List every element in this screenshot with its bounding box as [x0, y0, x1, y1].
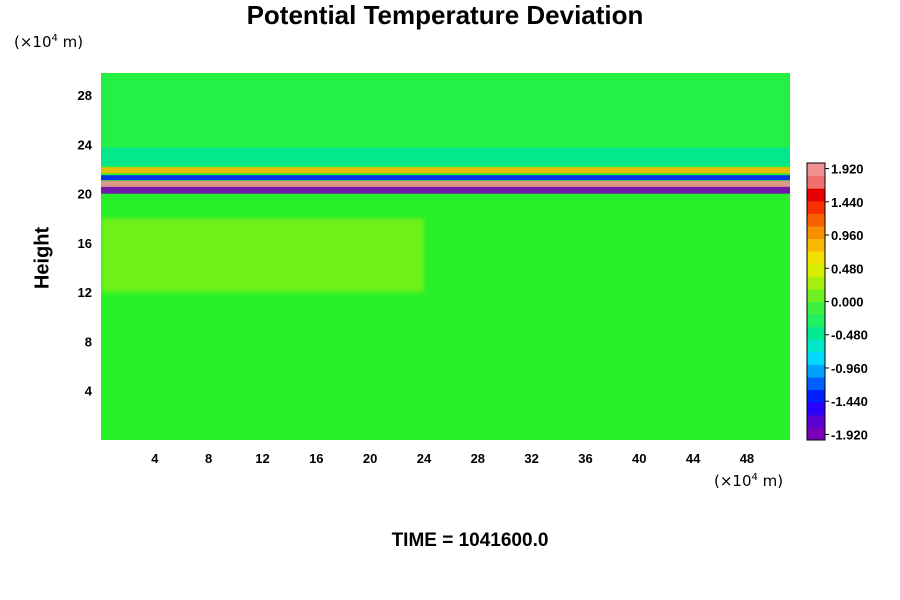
colorbar-swatch	[807, 377, 825, 391]
colorbar-swatch	[807, 200, 825, 214]
colorbar-swatch	[807, 213, 825, 227]
colorbar-tick-label: 0.000	[831, 295, 864, 310]
colorbar-swatch	[807, 402, 825, 416]
y-tick-label: 12	[78, 285, 92, 300]
heatmap-field	[101, 73, 790, 440]
x-tick-label: 36	[578, 451, 592, 466]
y-tick-label: 28	[78, 88, 92, 103]
colorbar-swatch	[807, 314, 825, 328]
colorbar-tick-label: -1.440	[831, 394, 868, 409]
y-tick-label: 8	[85, 334, 92, 349]
y-axis-unit: (×104 m)	[14, 33, 83, 51]
colorbar-swatch	[807, 163, 825, 177]
colorbar-swatch	[807, 414, 825, 428]
heatmap-band	[101, 186, 790, 194]
heatmap-band	[101, 180, 790, 187]
y-tick-label: 20	[78, 187, 92, 202]
colorbar-swatch	[807, 276, 825, 290]
heatmap-band	[101, 175, 790, 181]
colorbar-swatch	[807, 326, 825, 340]
x-axis-unit-prefix: (×10	[714, 472, 752, 490]
x-tick-label: 4	[151, 451, 159, 466]
x-axis-ticks: 4 8 12 16 20 24 28 32 36 40 44 48	[151, 451, 754, 466]
y-axis-unit-exponent: 4	[51, 33, 58, 44]
y-axis-unit-suffix: m)	[57, 33, 84, 51]
heatmap-band	[101, 167, 790, 174]
x-tick-label: 8	[205, 451, 212, 466]
y-tick-label: 24	[78, 137, 93, 152]
colorbar-swatch	[807, 263, 825, 277]
x-axis-unit-exponent: 4	[751, 472, 758, 483]
chart-title: Potential Temperature Deviation	[246, 0, 644, 30]
colorbar-tick-label: 1.440	[831, 195, 864, 210]
x-tick-label: 40	[632, 451, 646, 466]
colorbar-tick-label: 1.920	[831, 162, 864, 177]
x-axis-unit: (×104 m)	[714, 472, 783, 490]
time-label: TIME = 1041600.0	[391, 530, 549, 551]
colorbar-swatch	[807, 188, 825, 202]
colorbar-swatch	[807, 339, 825, 353]
colorbar-swatch	[807, 175, 825, 189]
colorbar-tick-label: -0.960	[831, 361, 868, 376]
y-tick-label: 4	[85, 384, 93, 399]
x-tick-label: 24	[417, 451, 432, 466]
x-tick-label: 12	[255, 451, 269, 466]
colorbar-swatch	[807, 225, 825, 240]
x-tick-label: 44	[686, 451, 701, 466]
x-tick-label: 16	[309, 451, 323, 466]
colorbar-swatch	[807, 389, 825, 403]
y-axis-unit-prefix: (×10	[14, 33, 52, 51]
x-tick-label: 28	[471, 451, 485, 466]
colorbar-swatch	[807, 364, 825, 378]
colorbar: 1.920 1.440 0.960 0.480 0.000 -0.480 -0.960 -1.…	[806, 162, 868, 442]
x-axis-unit-suffix: m)	[757, 472, 784, 490]
heatmap-band	[101, 147, 790, 166]
colorbar-tick-label: -0.480	[831, 328, 868, 343]
colorbar-tick-label: 0.480	[831, 261, 864, 276]
x-tick-label: 20	[363, 451, 377, 466]
colorbar-swatch	[807, 288, 825, 302]
colorbar-tick-label: 0.960	[831, 228, 864, 243]
colorbar-swatch	[807, 427, 825, 441]
colorbar-swatch	[807, 351, 825, 365]
colorbar-tick-label: -1.920	[831, 427, 868, 442]
y-axis-ticks: 4 8 12 16 20 24 28	[78, 88, 93, 399]
heatmap-region	[101, 218, 424, 293]
y-tick-label: 16	[78, 236, 92, 251]
colorbar-swatch	[807, 251, 825, 265]
x-tick-label: 48	[740, 451, 754, 466]
x-tick-label: 32	[524, 451, 538, 466]
colorbar-swatch	[807, 301, 825, 315]
colorbar-swatch	[807, 238, 825, 252]
